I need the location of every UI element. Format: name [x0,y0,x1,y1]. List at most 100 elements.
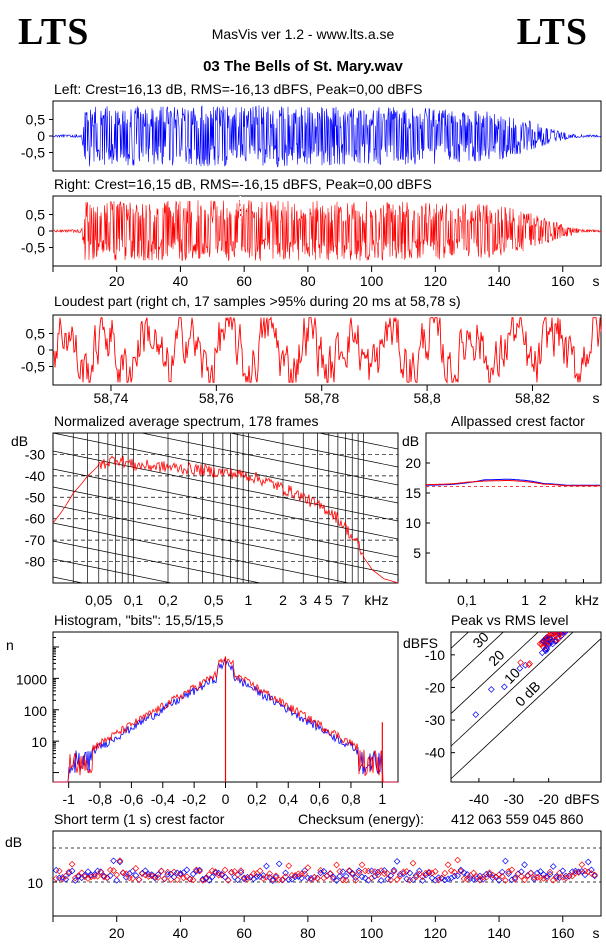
short-crest-point-right [279,876,286,883]
short-crest-point-left [189,870,197,878]
peak-rms-point [543,641,550,648]
peak-rms-point [561,632,569,636]
right-wave-title: Right: Crest=16,15 dB, RMS=-16,15 dBFS, … [54,176,432,192]
short-crest-point-left [342,872,350,880]
histogram-xtick-label: 0,2 [247,791,267,807]
loudest-xtick-label: 58,82 [515,390,550,406]
short-crest-point-right [368,874,375,882]
spectrum-slope [53,433,398,504]
short-crest-frame [52,830,602,917]
short-crest-point-right [358,861,366,869]
spectrum-slope [53,468,398,540]
checksum-label: Checksum (energy): [298,811,425,827]
short-crest-point-right [158,867,165,875]
short-crest-point-right [173,876,181,883]
peak-rms-point [568,621,574,627]
peak-rms-point [571,616,577,622]
short-crest-point-left [161,875,168,883]
peak-rms-point [571,622,577,628]
peak-rms-line-label: 0 dB [512,678,544,710]
short-crest-point-right [180,874,187,882]
peak-rms-ytick-label: -30 [425,712,445,728]
short-crest-point-right [584,868,592,876]
short-crest-point-left [81,872,89,879]
short-crest-point-left [330,873,337,881]
time-xtick-label: 140 [487,273,511,289]
short-crest-point-right [231,868,238,875]
checksum-value: 412 063 559 045 860 [451,811,584,827]
peak-rms-line-label: 40 [454,611,476,633]
short-crest-point-right [314,875,321,882]
short-crest-point-right [482,874,490,881]
short-crest-point-right [508,866,516,874]
short-crest-point-right [330,875,337,883]
loudest-xtick-label: 58,78 [304,390,339,406]
short-crest-point-left [336,872,344,880]
short-crest-point-left [511,874,519,882]
peak-rms-point [559,621,565,627]
short-crest-point-left [196,866,203,874]
peak-rms-point [564,632,571,633]
short-crest-title: Short term (1 s) crest factor [54,811,225,827]
spectrum-slope [53,558,174,583]
peak-rms-ytick-label: -20 [425,679,445,695]
peak-rms-point [555,635,562,643]
short-crest-point-left [113,877,121,884]
allpass-ytick-label: 5 [413,545,421,561]
short-crest-point-left [263,862,270,870]
short-crest-xtick-label: 140 [487,925,511,941]
short-crest-point-left [129,867,136,875]
short-crest-point-left [527,869,535,877]
peak-rms-point [559,632,566,633]
short-crest-point-right [119,869,127,876]
allpass-xtick-label: 2 [539,592,547,608]
peak-rms-point [560,621,566,627]
short-crest-point-left [183,866,191,874]
peak-rms-point [563,626,569,632]
app-subtitle: MasVis ver 1.2 - www.lts.a.se [211,26,395,42]
short-crest-point-left [502,857,509,865]
histogram-ytick-label: 10 [31,734,47,750]
short-crest-point-left [454,872,461,880]
short-crest-point-right [457,867,465,875]
short-crest-xtick-label: 100 [360,925,384,941]
peak-rms-ytick-label: -40 [425,745,445,761]
peak-rms-point [561,619,567,625]
peak-rms-point [525,661,533,669]
peak-rms-point [566,623,572,629]
short-crest-point-left [412,872,420,879]
short-crest-point-right [167,876,175,883]
time-xunit: s [593,273,600,289]
short-crest-point-left [107,872,114,880]
short-crest-xunit: s [593,925,600,941]
short-crest-point-right [505,868,512,875]
short-crest-point-right [84,875,92,882]
short-crest-point-left [132,872,140,879]
file-title: 03 The Bells of St. Mary.wav [203,58,403,75]
short-crest-point-left [371,872,379,880]
short-crest-ylabel: dB [5,834,22,850]
allpass-xtick-label: 1 [521,592,529,608]
peak-rms-point [557,625,563,631]
short-crest-point-left [275,860,283,868]
allpass-frame [425,432,602,584]
spectrum-series [52,455,399,584]
spectrum-xtick-label: 0,5 [204,592,224,608]
short-crest-point-right [502,877,509,884]
time-xtick-label: 40 [173,273,189,289]
short-crest-point-right [428,869,436,877]
short-crest-point-right [393,876,401,883]
left-wave-ytick-label: 0 [37,128,45,144]
short-crest-point-right [591,871,598,879]
peak-rms-point [572,621,578,627]
short-crest-point-left [521,861,528,869]
loudest-title: Loudest part (right ch, 17 samples >95% … [54,293,461,309]
right-wave-ytick-label: -0,5 [21,240,45,256]
short-crest-point-right [221,866,229,874]
allpass-series-right [426,479,600,487]
spectrum-slope [53,486,398,558]
peak-rms-points [472,616,578,718]
short-crest-point-right [374,871,382,879]
spectrum-xtick-label: 2 [279,592,287,608]
spectrum-slope [53,450,398,522]
